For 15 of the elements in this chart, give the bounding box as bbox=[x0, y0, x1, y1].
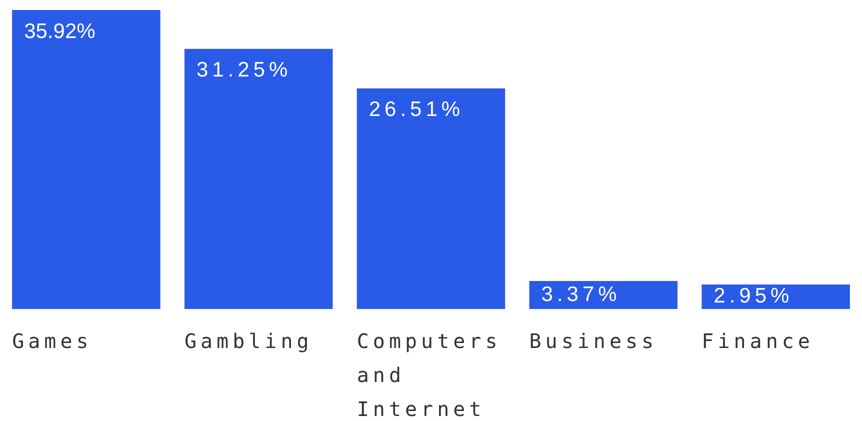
bar bbox=[12, 10, 160, 309]
bar bbox=[529, 280, 678, 309]
x-tick-label: Games bbox=[12, 329, 92, 354]
x-tick-label: Computers and Internet bbox=[356, 329, 502, 421]
data-label: 26.51% bbox=[368, 98, 464, 122]
x-tick-label: Finance bbox=[702, 329, 814, 354]
bar bbox=[184, 48, 333, 309]
data-label: 35.92% bbox=[24, 20, 96, 43]
x-tick-label: Business bbox=[529, 329, 658, 354]
data-label: 3.37% bbox=[541, 282, 621, 306]
bar bbox=[356, 88, 506, 309]
bar bbox=[702, 284, 850, 309]
data-label: 31.25% bbox=[196, 58, 292, 82]
data-label: 2.95% bbox=[714, 284, 794, 308]
x-tick-label: Gambling bbox=[184, 329, 313, 354]
